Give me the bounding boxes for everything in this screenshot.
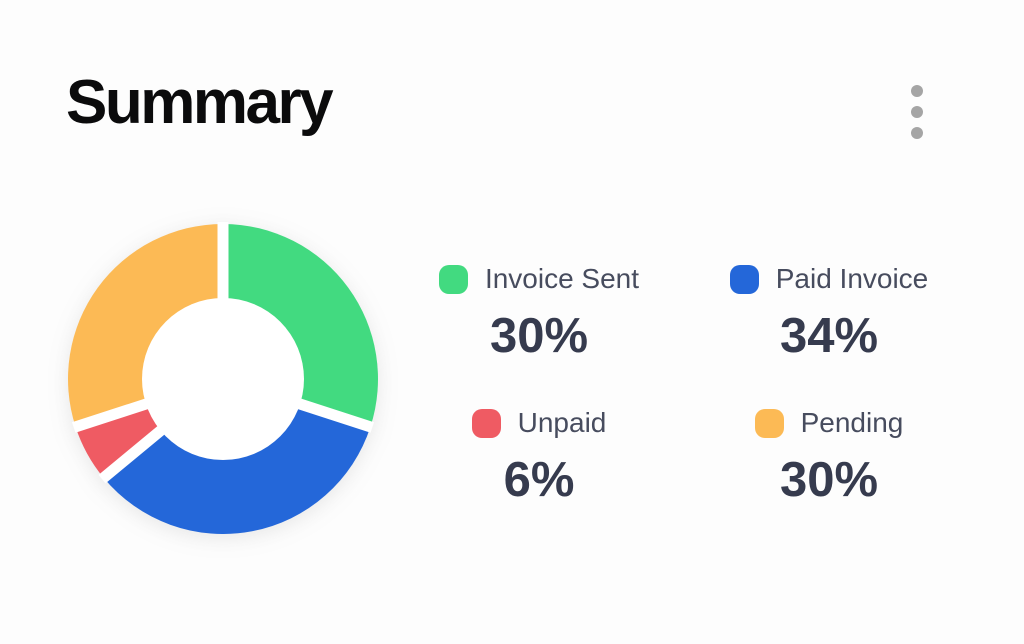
legend-item-pending: Pending 30%	[684, 408, 974, 506]
legend-row: Paid Invoice	[729, 263, 929, 294]
page-title: Summary	[66, 68, 334, 137]
legend-item-paid-invoice: Paid Invoice 34%	[684, 264, 974, 362]
legend-value: 30%	[489, 309, 589, 363]
legend-label: Unpaid	[517, 407, 607, 438]
legend-value: 30%	[779, 453, 879, 507]
legend-label: Invoice Sent	[484, 263, 640, 294]
kebab-dot-icon	[911, 127, 923, 139]
legend-label: Paid Invoice	[775, 263, 929, 294]
legend-swatch-icon	[438, 264, 468, 294]
legend-item-unpaid: Unpaid 6%	[394, 408, 684, 506]
donut-hole	[142, 298, 304, 460]
chart-legend: Invoice Sent 30% Paid Invoice 34% Unpaid…	[394, 264, 974, 506]
legend-value: 6%	[503, 453, 575, 507]
legend-row: Pending	[754, 407, 904, 438]
legend-value: 34%	[779, 309, 879, 363]
kebab-dot-icon	[911, 85, 923, 97]
donut-chart	[68, 222, 378, 534]
legend-row: Invoice Sent	[438, 263, 640, 294]
legend-swatch-icon	[729, 264, 759, 294]
more-options-button[interactable]	[900, 83, 934, 141]
kebab-dot-icon	[911, 106, 923, 118]
legend-swatch-icon	[754, 408, 784, 438]
legend-row: Unpaid	[471, 407, 607, 438]
legend-label: Pending	[800, 407, 904, 438]
legend-swatch-icon	[471, 408, 501, 438]
legend-item-invoice-sent: Invoice Sent 30%	[394, 264, 684, 362]
